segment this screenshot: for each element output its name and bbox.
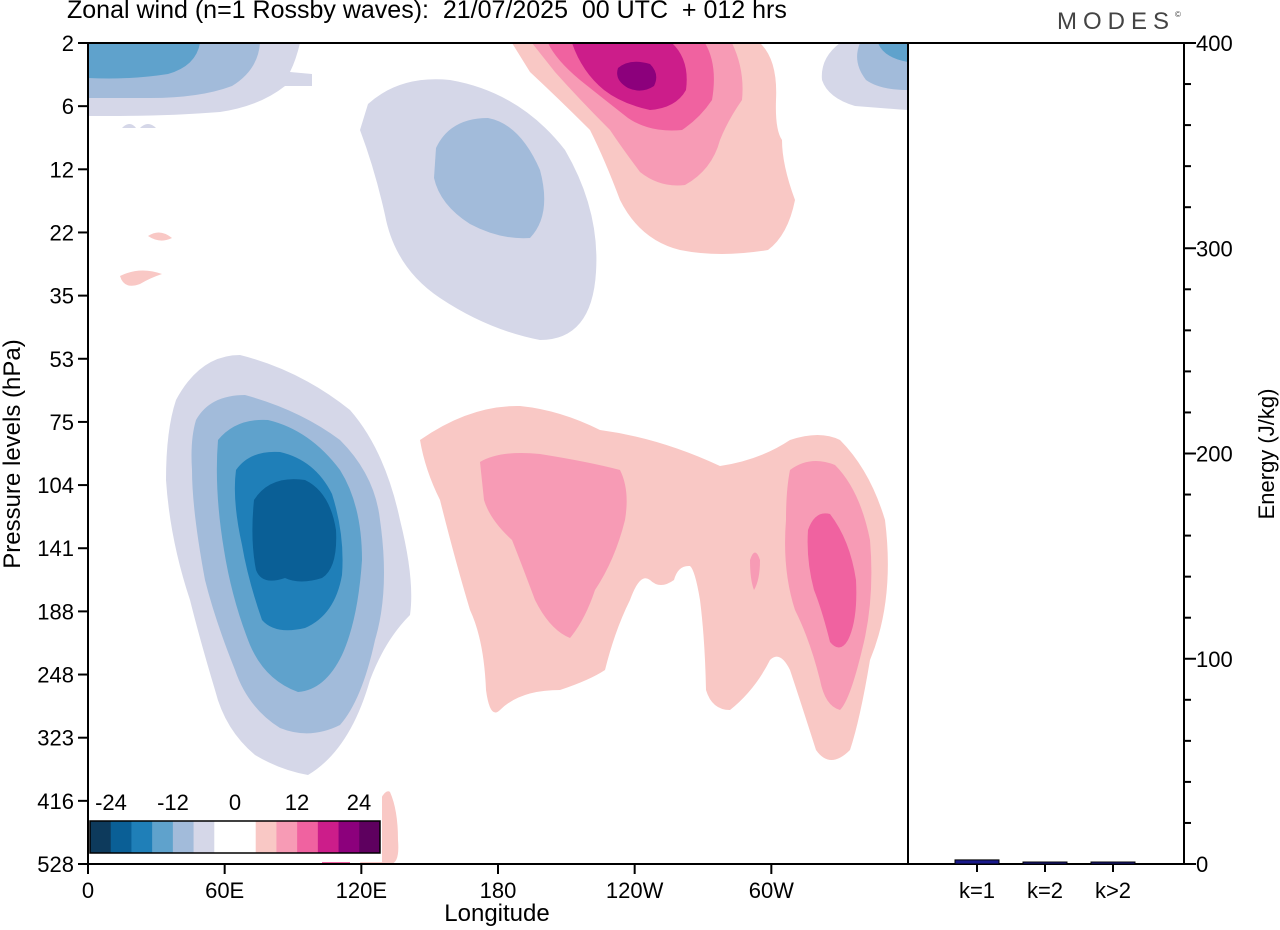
energy-tick-label: 100 <box>1196 647 1233 672</box>
x-tick-label: 0 <box>82 878 94 903</box>
energy-tick-label: 400 <box>1196 31 1233 56</box>
energy-bar-2 <box>1022 861 1068 865</box>
y-tick-label: 416 <box>37 789 74 814</box>
y-tick-label: 104 <box>37 473 74 498</box>
energy-category-label: k=1 <box>959 878 995 903</box>
colorbar-label: -24 <box>95 790 127 815</box>
colorbar-swatch <box>193 821 215 853</box>
x-tick-label: 60E <box>205 878 244 903</box>
y-tick-label: 188 <box>37 599 74 624</box>
y-tick-label: 6 <box>62 94 74 119</box>
colorbar-swatch <box>214 821 236 853</box>
x-tick-label: 60W <box>749 878 794 903</box>
energy-tick-label: 200 <box>1196 442 1233 467</box>
colorbar-swatch <box>359 821 381 853</box>
colorbar-swatch <box>235 821 257 853</box>
contour-cell-upper-right-negative <box>821 43 908 110</box>
y-tick-label: 2 <box>62 31 74 56</box>
energy-axis: 0 100 200 300 400 <box>1184 31 1233 877</box>
colorbar: -24 -12 0 12 24 <box>88 786 382 862</box>
y-tick-label: 22 <box>50 220 74 245</box>
colorbar-swatch <box>276 821 298 853</box>
modes-logo: MODES© <box>1057 8 1181 36</box>
contour-cell-stratosphere-positive <box>512 43 795 254</box>
y-tick-label: 323 <box>37 726 74 751</box>
y-tick-label: 35 <box>50 284 74 309</box>
energy-tick-label: 0 <box>1196 852 1208 877</box>
y-tick-label: 248 <box>37 663 74 688</box>
colorbar-label: 12 <box>285 790 309 815</box>
x-tick-label: 180 <box>480 878 517 903</box>
y-axis-label: Pressure levels (hPa) <box>0 339 26 568</box>
y-tick-label: 53 <box>50 347 74 372</box>
logo-text: MODES <box>1057 8 1176 35</box>
y-tick-label: 528 <box>37 852 74 877</box>
colorbar-swatch <box>152 821 174 853</box>
x-axis-label: Longitude <box>444 900 549 927</box>
y-tick-label: 12 <box>50 157 74 182</box>
energy-category-label: k=2 <box>1027 878 1063 903</box>
energy-panel-frame <box>907 42 1185 865</box>
colorbar-frame <box>89 820 381 854</box>
y-tick-label: 141 <box>37 536 74 561</box>
energy-tick-label: 300 <box>1196 236 1233 261</box>
colorbar-swatch <box>131 821 153 853</box>
y-tick-label: 75 <box>50 410 74 435</box>
colorbar-swatch <box>317 821 340 853</box>
colorbar-label: 24 <box>347 790 371 815</box>
logo-mark: © <box>1175 10 1181 19</box>
contour-field <box>88 43 908 864</box>
contour-cell-troposphere-positive-west <box>420 405 888 760</box>
contour-cell-stratosphere-negative <box>360 79 597 340</box>
chart-title: Zonal wind (n=1 Rossby waves): 21/07/202… <box>67 0 787 24</box>
x-tick-label: 120W <box>606 878 664 903</box>
colorbar-swatch <box>338 821 360 853</box>
energy-bar-3 <box>1090 861 1136 865</box>
colorbar-swatch <box>90 821 112 853</box>
colorbar-swatch <box>297 821 319 853</box>
colorbar-label: -12 <box>157 790 189 815</box>
x-tick-label: 120E <box>336 878 387 903</box>
colorbar-swatch <box>255 821 277 853</box>
longitude-axis: 0 60E 120E 180 120W 60W <box>82 864 794 903</box>
contour-cell-upper-left-negative <box>88 43 312 128</box>
contour-small-positive-blobs <box>120 232 172 286</box>
colorbar-swatch <box>172 821 195 853</box>
energy-bars: k=1 k=2 k>2 <box>954 859 1136 903</box>
pressure-axis: 2 6 12 22 35 53 75 104 141 188 248 323 416 528 <box>37 31 88 877</box>
energy-category-label: k>2 <box>1095 878 1131 903</box>
contour-cell-troposphere-positive-east <box>750 461 872 710</box>
contour-cell-troposphere-negative <box>166 355 412 775</box>
colorbar-label: 0 <box>229 790 241 815</box>
energy-bar-1 <box>954 859 1000 865</box>
energy-axis-label: Energy (J/kg) <box>1254 389 1279 520</box>
colorbar-swatch <box>110 821 132 853</box>
